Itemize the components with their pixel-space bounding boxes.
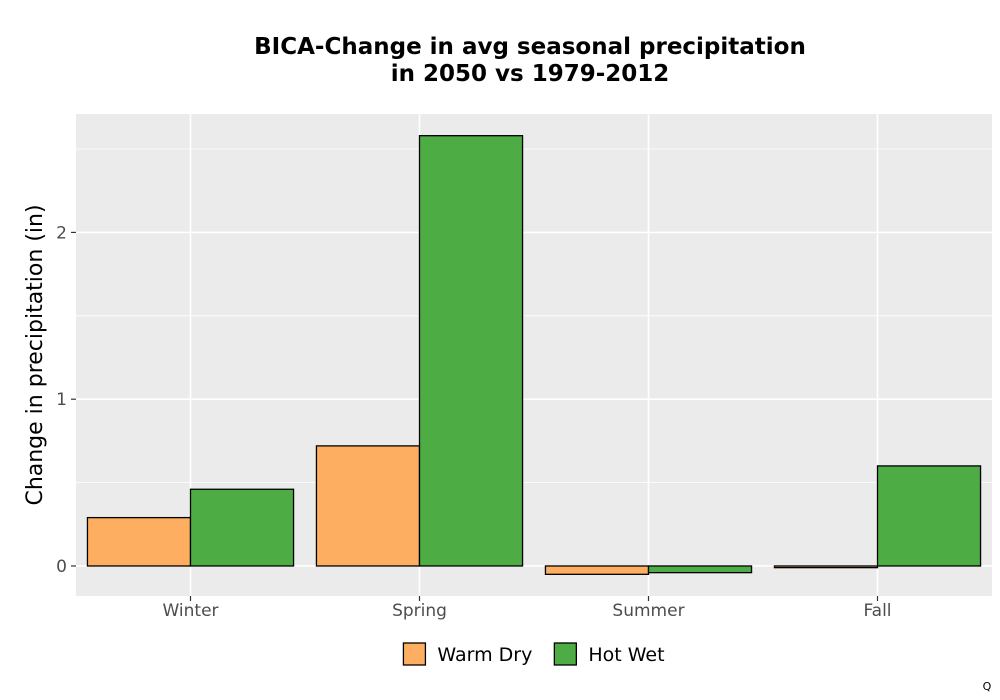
- bar-hot-wet-spring: [418, 135, 524, 567]
- bar-warm-dry-winter: [86, 516, 192, 567]
- y-tick-label: 1: [56, 390, 67, 410]
- chart-title-line-1: BICA-Change in avg seasonal precipitatio…: [254, 34, 806, 60]
- x-tick-label: Spring: [392, 601, 447, 621]
- x-tick-label: Fall: [863, 601, 891, 621]
- legend-item-warm-dry: Warm Dry: [402, 642, 532, 666]
- legend-label: Hot Wet: [588, 644, 664, 666]
- legend-label: Warm Dry: [437, 644, 532, 666]
- y-axis-title: Change in precipitation (in): [23, 204, 48, 505]
- x-tick-label: Winter: [162, 601, 218, 621]
- legend-key: [553, 642, 578, 666]
- y-tick-label: 2: [56, 223, 67, 243]
- bars: [86, 135, 982, 575]
- x-tick-label: Summer: [612, 601, 684, 621]
- legend-item-hot-wet: Hot Wet: [553, 642, 665, 666]
- legend-key: [402, 642, 427, 666]
- bar-warm-dry-fall: [773, 565, 879, 569]
- corner-mark: Q: [983, 680, 992, 693]
- bar-hot-wet-fall: [876, 465, 982, 567]
- axes: 0 1 2 Winter Spring Summer Fall: [56, 223, 891, 621]
- bar-warm-dry-summer: [544, 565, 650, 575]
- bar-hot-wet-summer: [647, 565, 753, 574]
- y-tick-label: 0: [56, 557, 67, 577]
- chart-title-line-2: in 2050 vs 1979-2012: [391, 61, 670, 87]
- legend: Warm Dry Hot Wet: [402, 642, 665, 666]
- bar-hot-wet-winter: [189, 488, 295, 567]
- bar-warm-dry-spring: [315, 445, 421, 567]
